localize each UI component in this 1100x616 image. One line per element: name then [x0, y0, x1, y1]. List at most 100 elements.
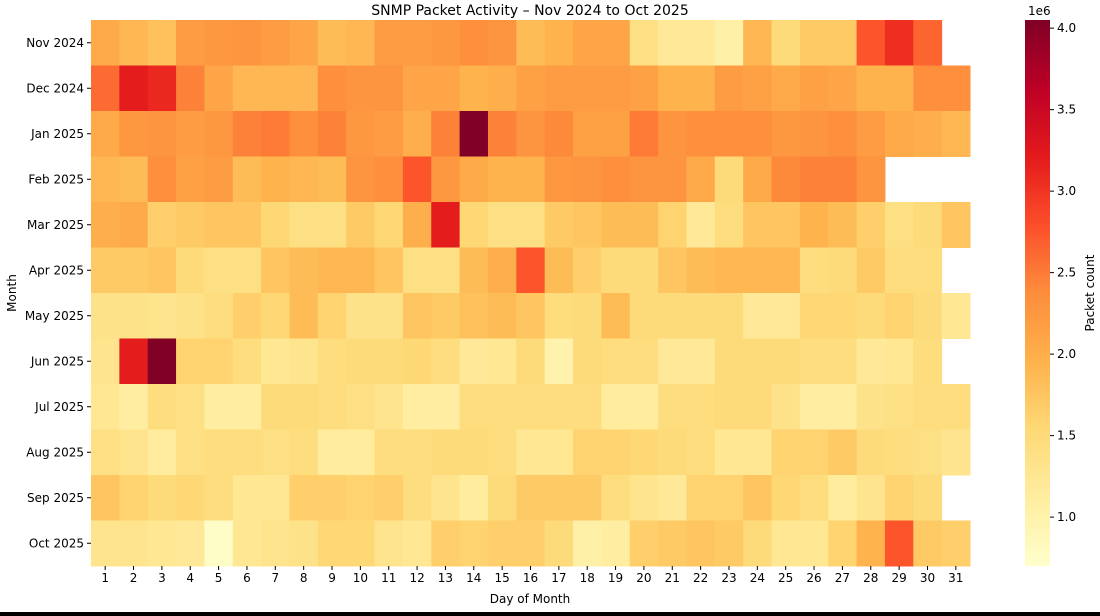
heatmap-cell — [771, 20, 801, 66]
heatmap-cell — [799, 111, 829, 157]
heatmap-cell — [686, 111, 716, 157]
heatmap-cell — [374, 111, 404, 157]
heatmap-cell — [771, 520, 801, 567]
heatmap-cell — [91, 384, 120, 430]
heatmap-cell — [346, 247, 376, 294]
heatmap-cell — [629, 293, 659, 339]
heatmap-cell — [743, 338, 773, 385]
heatmap-cell — [204, 429, 234, 476]
heatmap-cell — [261, 20, 290, 66]
heatmap-cell — [573, 65, 602, 112]
heatmap-cell — [516, 247, 546, 294]
heatmap-cell — [516, 338, 546, 385]
heatmap-cell — [828, 520, 858, 567]
heatmap-cell — [147, 293, 177, 339]
colorbar-tick-label: 3.0 — [1057, 184, 1076, 198]
heatmap-cell — [402, 111, 432, 157]
heatmap-cell — [799, 202, 829, 248]
heatmap-cell — [232, 293, 262, 339]
x-tick-label: 18 — [580, 571, 595, 585]
heatmap-cell — [573, 384, 602, 430]
heatmap-cell — [544, 247, 574, 294]
heatmap-cell — [516, 65, 546, 112]
heatmap-cell — [601, 247, 631, 294]
heatmap-cell — [261, 202, 290, 248]
heatmap-cell — [204, 111, 234, 157]
heatmap-cell — [176, 111, 205, 157]
heatmap-cell — [487, 111, 517, 157]
heatmap-cell — [658, 111, 687, 157]
x-tick-label: 31 — [948, 571, 963, 585]
x-tick-label: 23 — [721, 571, 736, 585]
x-tick-label: 4 — [186, 571, 194, 585]
heatmap-cell — [261, 111, 290, 157]
heatmap-cell — [317, 520, 347, 567]
heatmap-cell — [601, 156, 631, 203]
heatmap-cell — [771, 156, 801, 203]
heatmap-cell — [686, 475, 716, 521]
heatmap-cell — [573, 520, 602, 567]
heatmap-cell — [204, 475, 234, 521]
colorbar-tick-label: 1.5 — [1057, 429, 1076, 443]
heatmap-cell — [516, 156, 546, 203]
heatmap-cell — [176, 520, 205, 567]
heatmap-cell — [374, 475, 404, 521]
heatmap-cell — [884, 111, 914, 157]
heatmap-cell — [147, 156, 177, 203]
heatmap-cell — [459, 111, 489, 157]
y-tick-label: Oct 2025 — [29, 536, 84, 550]
heatmap-cell — [317, 384, 347, 430]
heatmap-cell — [431, 202, 461, 248]
y-tick-label: Mar 2025 — [27, 218, 84, 232]
chart-title: SNMP Packet Activity – Nov 2024 to Oct 2… — [371, 3, 688, 19]
colorbar-ticks: 1.0 1.5 2.0 2.5 3.0 3.5 4.0 — [1050, 21, 1076, 524]
heatmap-cell — [601, 202, 631, 248]
heatmap-cell — [771, 384, 801, 430]
heatmap-cell — [487, 384, 517, 430]
heatmap-cell — [913, 384, 943, 430]
heatmap-cell — [828, 338, 858, 385]
heatmap-cell — [402, 293, 432, 339]
heatmap-cell — [91, 202, 120, 248]
x-tick-label: 19 — [608, 571, 623, 585]
heatmap-cell — [658, 384, 687, 430]
heatmap-cell — [487, 247, 517, 294]
heatmap-cell — [487, 475, 517, 521]
heatmap-cell — [856, 520, 886, 567]
heatmap-cell — [714, 247, 744, 294]
heatmap-cell — [856, 429, 886, 476]
heatmap-cell — [204, 65, 234, 112]
heatmap-cell — [658, 65, 687, 112]
heatmap-cell — [658, 20, 687, 66]
heatmap-cell — [317, 111, 347, 157]
heatmap-cell — [176, 247, 205, 294]
heatmap-cell — [147, 202, 177, 248]
heatmap-cell — [431, 475, 461, 521]
heatmap-cell — [374, 20, 404, 66]
x-tick-label: 7 — [271, 571, 279, 585]
heatmap-cell — [176, 202, 205, 248]
heatmap-cell — [91, 65, 120, 112]
heatmap-cell — [686, 156, 716, 203]
heatmap-cell — [799, 338, 829, 385]
colorbar-tick-label: 2.0 — [1057, 347, 1076, 361]
heatmap-cell — [176, 20, 205, 66]
heatmap-cell — [289, 429, 319, 476]
y-tick-label: Jun 2025 — [30, 354, 84, 368]
heatmap-cell — [147, 429, 177, 476]
heatmap-cell — [431, 520, 461, 567]
heatmap-cell — [941, 384, 971, 430]
colorbar-offset: 1e6 — [1028, 4, 1051, 18]
heatmap-cell — [828, 65, 858, 112]
heatmap-cell — [771, 429, 801, 476]
x-tick-label: 24 — [750, 571, 765, 585]
heatmap-cell — [743, 384, 773, 430]
heatmap-cell — [913, 247, 943, 294]
heatmap-cell — [232, 338, 262, 385]
heatmap-cell — [743, 247, 773, 294]
x-tick-label: 6 — [243, 571, 251, 585]
y-ticks: Nov 2024 Dec 2024 Jan 2025 Feb 2025 Mar 2025… — [25, 36, 91, 550]
heatmap-cell — [516, 111, 546, 157]
heatmap-cell — [884, 202, 914, 248]
heatmap-cell — [289, 338, 319, 385]
